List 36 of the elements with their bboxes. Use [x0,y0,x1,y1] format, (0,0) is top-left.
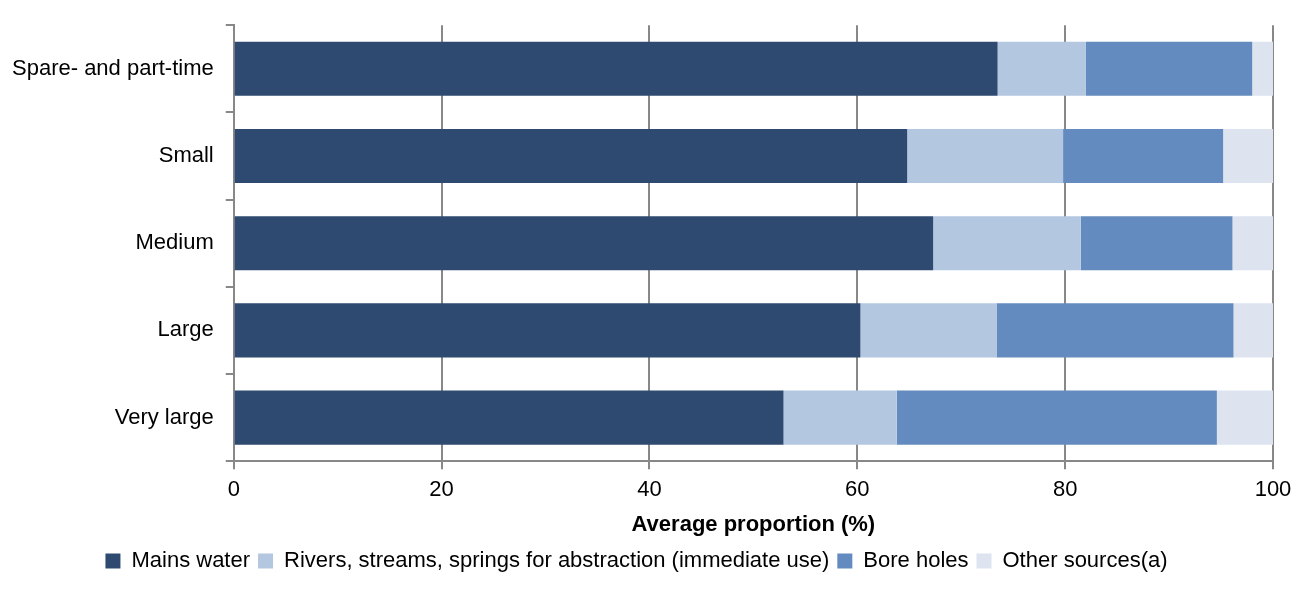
x-tick-label: 60 [845,476,870,502]
bar [234,128,908,184]
bar [1080,216,1233,271]
bar [783,390,897,445]
legend-label: Rivers, streams, springs for abstraction (immediate use) [284,547,830,573]
bar [234,303,861,358]
bar [234,216,934,271]
bar [234,41,998,96]
bar [1223,128,1273,184]
bar [997,41,1086,96]
y-tick-label: Very large [114,403,214,429]
bar [1085,41,1253,96]
y-tick-label: Spare- and part-time [11,54,214,80]
bar [234,390,784,445]
bar [907,128,1064,184]
bar [860,303,997,358]
legend-label: Mains water [131,547,251,573]
x-axis-title: Average proportion (%) [631,510,876,536]
x-tick-label: 80 [1052,476,1078,502]
legend-label: Other sources(a) [1002,547,1168,573]
x-tick-label: 40 [637,476,662,502]
x-tick-label: 0 [227,476,240,502]
y-tick-label: Large [157,316,214,342]
bar [896,390,1217,445]
x-tick-label: 100 [1254,476,1292,502]
y-tick-label: Medium [135,229,214,255]
bar [996,303,1234,358]
bar [1232,216,1273,271]
bar [1233,303,1273,358]
x-tick-label: 20 [429,476,454,502]
bar [1063,128,1224,184]
bar [933,216,1081,271]
legend-label: Bore holes [863,547,969,573]
y-tick-label: Small [158,142,214,168]
bar [1252,41,1273,96]
bar [1216,390,1273,445]
